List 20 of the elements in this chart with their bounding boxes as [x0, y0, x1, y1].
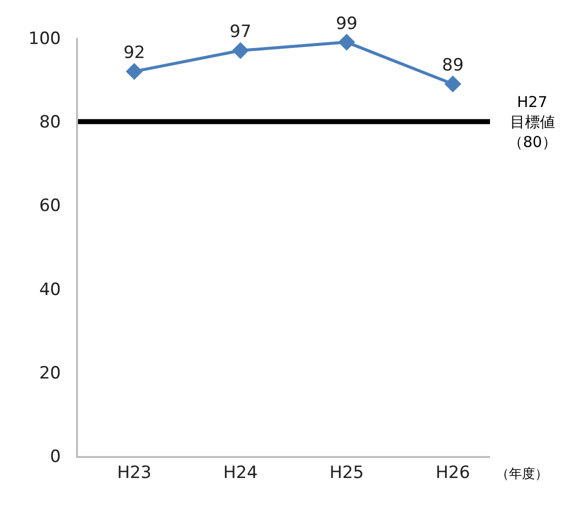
data-label: 99 [336, 14, 358, 34]
y-tick-label: 20 [39, 363, 61, 384]
x-axis-title: （年度） [496, 466, 548, 482]
point [444, 76, 462, 92]
y-tick-label: 80 [39, 112, 61, 133]
data-label: 92 [123, 43, 146, 64]
x-tick-label: H24 [223, 463, 258, 484]
y-tick-label: 60 [39, 196, 61, 216]
data-label: 89 [442, 56, 464, 76]
point [338, 34, 356, 51]
point [232, 42, 249, 59]
x-tick-label: H25 [329, 463, 364, 484]
data-label: 97 [230, 22, 252, 42]
x-tick-label: H23 [117, 463, 152, 484]
x-tick-label: H26 [436, 463, 470, 484]
y-tick-label: 0 [50, 446, 61, 467]
y-tick-label: 100 [28, 28, 61, 49]
y-tick-label: 40 [39, 280, 61, 300]
ref-line-label: H27目標値（80） [508, 93, 558, 151]
point [126, 62, 143, 80]
